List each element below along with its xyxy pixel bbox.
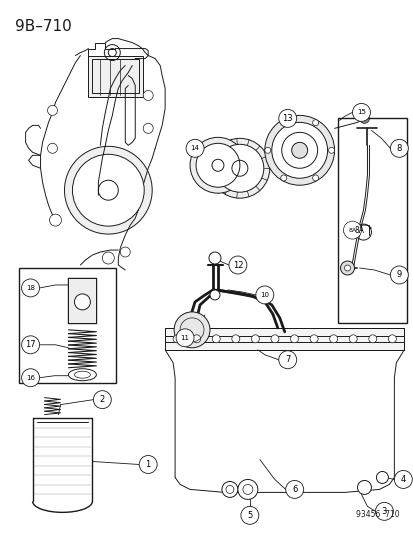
Circle shape — [375, 503, 392, 520]
Circle shape — [21, 279, 40, 297]
Circle shape — [139, 456, 157, 473]
Text: 11: 11 — [180, 335, 189, 341]
Circle shape — [176, 329, 194, 347]
Circle shape — [209, 290, 219, 300]
Circle shape — [173, 335, 180, 343]
Circle shape — [47, 106, 57, 116]
Bar — [337, 118, 406, 323]
Circle shape — [209, 139, 269, 198]
Circle shape — [368, 335, 376, 343]
Ellipse shape — [74, 371, 90, 378]
Circle shape — [47, 143, 57, 154]
Circle shape — [344, 265, 350, 271]
Circle shape — [285, 480, 303, 498]
Text: 93456  710: 93456 710 — [355, 510, 399, 519]
Circle shape — [74, 294, 90, 310]
Bar — [68, 278, 96, 323]
Circle shape — [357, 480, 370, 495]
Text: 10: 10 — [260, 292, 268, 298]
Circle shape — [174, 312, 209, 348]
Circle shape — [237, 480, 257, 499]
Text: 8: 8 — [396, 144, 401, 153]
Circle shape — [192, 335, 200, 343]
Circle shape — [271, 123, 327, 178]
Circle shape — [343, 221, 361, 239]
Bar — [88, 55, 143, 98]
Circle shape — [264, 116, 334, 185]
Circle shape — [21, 369, 40, 386]
Circle shape — [349, 335, 356, 343]
Text: 3: 3 — [381, 507, 386, 516]
Circle shape — [255, 286, 273, 304]
Circle shape — [102, 252, 114, 264]
Text: 13: 13 — [282, 114, 292, 123]
Text: 12: 12 — [232, 261, 242, 270]
Circle shape — [309, 335, 317, 343]
Circle shape — [280, 120, 286, 126]
Text: 8A: 8A — [348, 228, 356, 232]
Circle shape — [50, 214, 62, 226]
Text: 18: 18 — [26, 285, 35, 291]
Circle shape — [351, 103, 370, 122]
Circle shape — [240, 506, 258, 524]
Circle shape — [280, 175, 286, 181]
Circle shape — [196, 143, 239, 187]
Circle shape — [329, 335, 337, 343]
Circle shape — [64, 147, 152, 234]
Circle shape — [264, 147, 270, 154]
Text: 16: 16 — [26, 375, 35, 381]
Text: 15: 15 — [356, 109, 365, 116]
Circle shape — [389, 139, 407, 157]
Circle shape — [394, 471, 411, 488]
Text: 1: 1 — [145, 460, 150, 469]
Bar — [165, 328, 404, 350]
Circle shape — [312, 175, 318, 181]
Circle shape — [387, 335, 395, 343]
Circle shape — [143, 123, 153, 133]
Circle shape — [231, 335, 239, 343]
Circle shape — [375, 472, 387, 483]
Circle shape — [209, 252, 221, 264]
Circle shape — [190, 138, 245, 193]
Circle shape — [185, 139, 204, 157]
Circle shape — [72, 154, 144, 226]
Circle shape — [389, 266, 407, 284]
Circle shape — [358, 114, 368, 123]
Circle shape — [21, 336, 40, 354]
Ellipse shape — [68, 369, 96, 381]
Circle shape — [120, 247, 130, 257]
Circle shape — [312, 120, 318, 126]
Bar — [19, 268, 116, 383]
Circle shape — [212, 335, 220, 343]
Circle shape — [143, 91, 153, 100]
Circle shape — [290, 335, 298, 343]
Circle shape — [216, 144, 263, 192]
Circle shape — [328, 147, 334, 154]
Text: 4: 4 — [400, 475, 405, 484]
Text: 17: 17 — [25, 340, 36, 349]
Circle shape — [291, 142, 307, 158]
Text: 9B–710: 9B–710 — [14, 19, 71, 34]
Text: 9: 9 — [396, 270, 401, 279]
Text: 8A: 8A — [354, 225, 363, 235]
Text: 5: 5 — [247, 511, 252, 520]
Text: 6: 6 — [291, 485, 297, 494]
Circle shape — [93, 391, 111, 409]
Bar — [92, 59, 139, 93]
Text: 2: 2 — [100, 395, 105, 404]
Circle shape — [221, 481, 237, 497]
Circle shape — [251, 335, 259, 343]
Circle shape — [340, 261, 354, 275]
Text: 14: 14 — [190, 146, 199, 151]
Circle shape — [271, 335, 278, 343]
Circle shape — [278, 109, 296, 127]
Circle shape — [228, 256, 246, 274]
Text: 7: 7 — [285, 356, 290, 364]
Circle shape — [278, 351, 296, 369]
